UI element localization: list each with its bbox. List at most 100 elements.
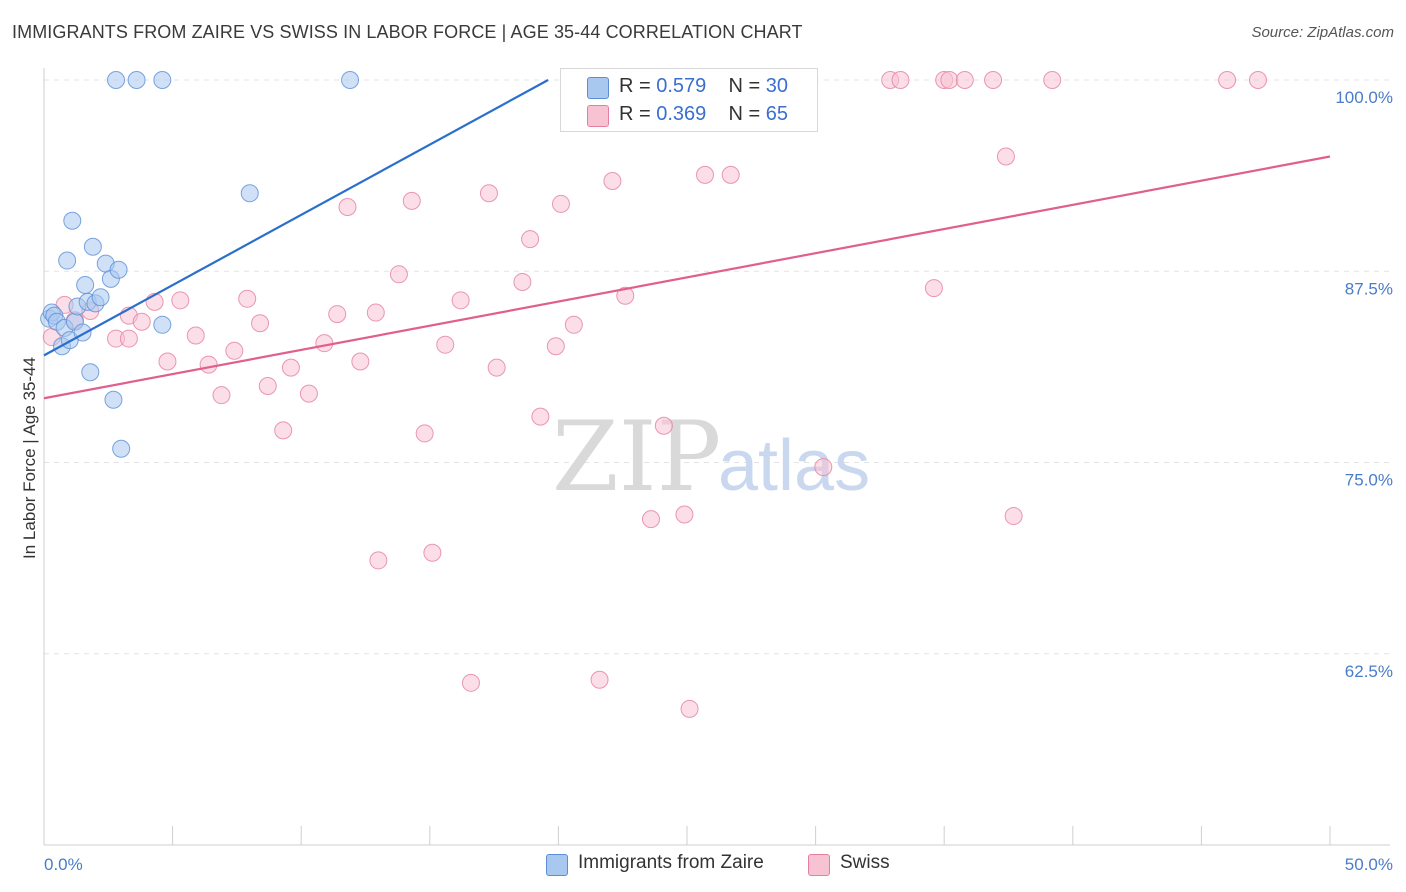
legend-n-value: 30 [765, 75, 789, 97]
swiss-point [996, 147, 1015, 166]
zaire-legend-swatch [546, 854, 568, 876]
swiss-point [654, 416, 673, 435]
swiss-point [603, 171, 622, 190]
swiss-point [415, 424, 434, 443]
swiss-point [369, 551, 388, 570]
source-label: Source: ZipAtlas.com [1251, 24, 1394, 41]
swiss-swatch [587, 105, 609, 127]
legend-r-value: 0.369 [656, 103, 707, 125]
zaire-point [240, 184, 259, 203]
swiss-point [1218, 71, 1237, 89]
gridlines [44, 79, 1390, 655]
swiss-point [119, 329, 138, 348]
swiss-point [479, 184, 498, 203]
swiss-legend-label: Swiss [840, 852, 890, 873]
y-tick-label: 75.0% [1345, 471, 1393, 490]
swiss-point [675, 505, 694, 524]
swiss-point [590, 670, 609, 689]
x-tick-label: 0.0% [44, 855, 83, 874]
swiss-point [315, 334, 334, 353]
tick-labels: 62.5% 75.0% 87.5% 100.0% 0.0% 50.0% [44, 88, 1393, 874]
swiss-point [1248, 71, 1267, 89]
zaire-point [107, 71, 126, 89]
swiss-point [891, 71, 910, 89]
swiss-point [696, 165, 715, 184]
swiss-point [132, 312, 151, 331]
swiss-point [186, 326, 205, 345]
axes [43, 68, 1390, 846]
swiss-point [461, 673, 480, 692]
swiss-point [299, 384, 318, 403]
swiss-point [225, 341, 244, 360]
swiss-trend-line [43, 155, 1331, 400]
swiss-point [351, 352, 370, 371]
legend-n-value: 65 [765, 103, 789, 125]
swiss-points [42, 71, 1267, 718]
swiss-point [212, 386, 231, 405]
zaire-point [91, 288, 110, 307]
legend-r-label: R = [619, 75, 657, 97]
y-tick-label: 62.5% [1345, 662, 1393, 681]
zaire-point [127, 71, 146, 89]
swiss-point [721, 165, 740, 184]
y-tick-label: 87.5% [1345, 279, 1393, 298]
swiss-point [531, 407, 550, 426]
zaire-point [341, 71, 360, 89]
y-tick-label: 100.0% [1335, 88, 1393, 107]
swiss-point [338, 197, 357, 216]
legend-r-label: R = [619, 103, 657, 125]
swiss-point [564, 315, 583, 334]
zaire-swatch [587, 77, 609, 99]
swiss-point [423, 543, 442, 562]
legend-n-label: N = [728, 75, 766, 97]
swiss-point [158, 352, 177, 371]
swiss-point [984, 71, 1003, 89]
zaire-point [63, 211, 82, 230]
swiss-point [281, 358, 300, 377]
swiss-point [955, 71, 974, 89]
swiss-point [680, 699, 699, 718]
swiss-point [366, 303, 385, 322]
swiss-point [487, 358, 506, 377]
x-tick-label: 50.0% [1345, 855, 1393, 874]
zaire-point [76, 276, 95, 295]
watermark: ZIP atlas [552, 401, 870, 513]
zaire-point [58, 251, 77, 270]
swiss-point [924, 279, 943, 298]
trend-lines [43, 79, 1331, 400]
swiss-point [521, 230, 540, 249]
zaire-point [153, 315, 172, 334]
swiss-point [436, 335, 455, 354]
watermark-zip: ZIP [552, 401, 721, 513]
legend-r-value: 0.579 [656, 75, 707, 97]
zaire-point [81, 363, 100, 382]
zaire-point [109, 260, 128, 279]
swiss-point [641, 510, 660, 529]
zaire-point [112, 439, 131, 458]
swiss-point [546, 337, 565, 356]
zaire-legend-label: Immigrants from Zaire [578, 852, 764, 873]
swiss-point [616, 286, 635, 305]
zaire-point [153, 71, 172, 89]
swiss-point [199, 355, 218, 374]
swiss-point [814, 458, 833, 477]
swiss-point [1004, 507, 1023, 526]
swiss-point [513, 272, 532, 291]
swiss-point [251, 314, 270, 333]
swiss-point [451, 291, 470, 310]
swiss-point [402, 191, 421, 210]
swiss-point [258, 377, 277, 395]
chart-title: IMMIGRANTS FROM ZAIRE VS SWISS IN LABOR … [12, 22, 803, 42]
zaire-point [104, 390, 123, 409]
zaire-trend-line [43, 79, 549, 357]
swiss-point [940, 71, 959, 89]
swiss-point [238, 289, 257, 308]
swiss-point [328, 305, 347, 324]
swiss-point [274, 421, 293, 440]
zaire-point [83, 237, 102, 256]
swiss-point [171, 291, 190, 310]
swiss-legend-swatch [808, 854, 830, 876]
swiss-point [551, 194, 570, 213]
legend-n-label: N = [728, 103, 766, 125]
